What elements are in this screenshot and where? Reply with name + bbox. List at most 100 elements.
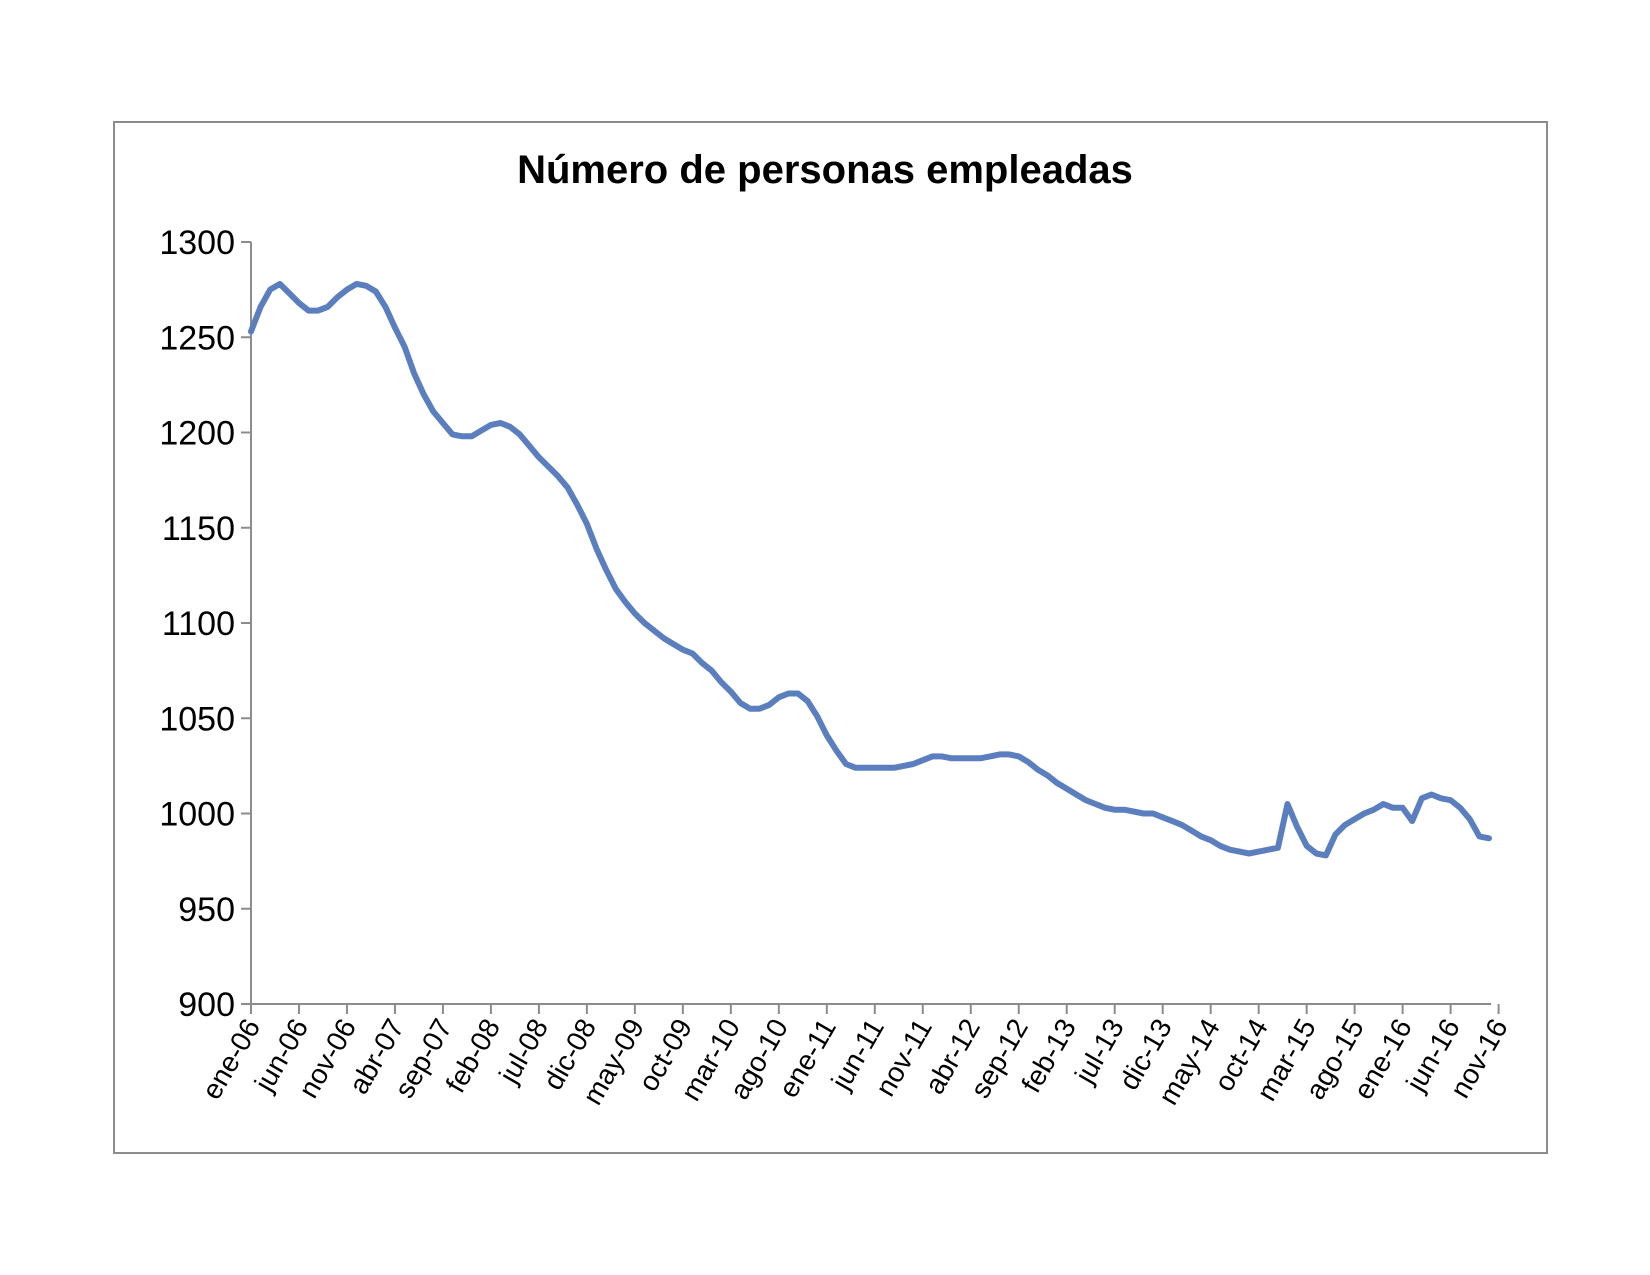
data-point bbox=[382, 304, 388, 310]
data-point bbox=[853, 765, 859, 771]
data-point bbox=[1438, 795, 1444, 801]
data-point bbox=[555, 473, 561, 479]
data-point bbox=[1054, 780, 1060, 786]
x-tick-label: ene-06 bbox=[196, 1014, 266, 1105]
data-point bbox=[1476, 833, 1482, 839]
data-point bbox=[728, 689, 734, 695]
data-point bbox=[565, 485, 571, 491]
data-point bbox=[987, 753, 993, 759]
data-point bbox=[1265, 847, 1271, 853]
data-point bbox=[459, 433, 465, 439]
data-point bbox=[402, 344, 408, 350]
data-point bbox=[661, 635, 667, 641]
data-point bbox=[1419, 795, 1425, 801]
data-point bbox=[1323, 852, 1329, 858]
data-point bbox=[901, 763, 907, 769]
data-point bbox=[1093, 801, 1099, 807]
data-point bbox=[1467, 816, 1473, 822]
y-tick-label: 1250 bbox=[159, 319, 235, 357]
data-point bbox=[574, 502, 580, 508]
data-point bbox=[958, 755, 964, 761]
data-point bbox=[891, 765, 897, 771]
data-point bbox=[536, 454, 542, 460]
data-point bbox=[766, 702, 772, 708]
data-point bbox=[843, 761, 849, 767]
data-point bbox=[363, 283, 369, 289]
data-point bbox=[862, 765, 868, 771]
data-point bbox=[1169, 818, 1175, 824]
data-point bbox=[949, 755, 955, 761]
data-point bbox=[1361, 811, 1367, 817]
data-point bbox=[1083, 797, 1089, 803]
data-point bbox=[920, 757, 926, 763]
data-point bbox=[1112, 807, 1118, 813]
data-point bbox=[248, 329, 254, 335]
chart-title: Número de personas empleadas bbox=[517, 148, 1133, 192]
data-point bbox=[824, 732, 830, 738]
data-point bbox=[1313, 851, 1319, 857]
data-point bbox=[1237, 849, 1243, 855]
data-point bbox=[1160, 814, 1166, 820]
series-group bbox=[248, 280, 1492, 859]
data-point bbox=[881, 765, 887, 771]
data-point bbox=[651, 628, 657, 634]
data-point bbox=[1217, 843, 1223, 849]
data-point bbox=[1380, 801, 1386, 807]
data-point bbox=[584, 521, 590, 527]
data-point bbox=[1006, 751, 1012, 757]
data-point bbox=[680, 647, 686, 653]
data-point bbox=[613, 586, 619, 592]
data-point bbox=[642, 620, 648, 626]
data-point bbox=[306, 308, 312, 314]
data-point bbox=[1102, 805, 1108, 811]
data-point bbox=[1150, 811, 1156, 817]
data-point bbox=[498, 420, 504, 426]
data-point bbox=[296, 300, 302, 306]
data-point bbox=[1198, 833, 1204, 839]
data-point bbox=[469, 433, 475, 439]
y-tick-label: 1050 bbox=[159, 700, 235, 738]
data-point bbox=[277, 281, 283, 287]
data-point bbox=[622, 599, 628, 605]
y-axis: 900 950 1000 1050 1100 1150 1200 1250 1300 bbox=[159, 224, 252, 1024]
data-point bbox=[478, 428, 484, 434]
data-point bbox=[1131, 809, 1137, 815]
data-point bbox=[699, 660, 705, 666]
data-point bbox=[286, 290, 292, 296]
data-point bbox=[1064, 786, 1070, 792]
data-point bbox=[1371, 807, 1377, 813]
data-point bbox=[785, 691, 791, 697]
data-point bbox=[1141, 811, 1147, 817]
data-point bbox=[690, 651, 696, 657]
data-point bbox=[939, 753, 945, 759]
data-point bbox=[546, 464, 552, 470]
data-point bbox=[1390, 805, 1396, 811]
data-point bbox=[910, 761, 916, 767]
data-point bbox=[718, 679, 724, 685]
data-point bbox=[977, 755, 983, 761]
data-point bbox=[1275, 845, 1281, 851]
data-point bbox=[507, 424, 513, 430]
data-point bbox=[1025, 759, 1031, 765]
data-point bbox=[488, 422, 494, 428]
data-point bbox=[1457, 805, 1463, 811]
data-point bbox=[929, 753, 935, 759]
y-tick-label: 950 bbox=[178, 891, 235, 929]
data-point bbox=[757, 706, 763, 712]
data-point bbox=[1352, 816, 1358, 822]
data-point bbox=[334, 294, 340, 300]
data-point bbox=[997, 751, 1003, 757]
data-point bbox=[526, 443, 532, 449]
data-point bbox=[709, 668, 715, 674]
data-point bbox=[354, 281, 360, 287]
data-point bbox=[1208, 837, 1214, 843]
y-tick-label: 1100 bbox=[162, 605, 235, 643]
data-point bbox=[632, 611, 638, 617]
data-point bbox=[603, 567, 609, 573]
data-point bbox=[1121, 807, 1127, 813]
data-point bbox=[1409, 818, 1415, 824]
y-tick-label: 900 bbox=[178, 986, 235, 1024]
data-point bbox=[594, 546, 600, 552]
data-point bbox=[872, 765, 878, 771]
